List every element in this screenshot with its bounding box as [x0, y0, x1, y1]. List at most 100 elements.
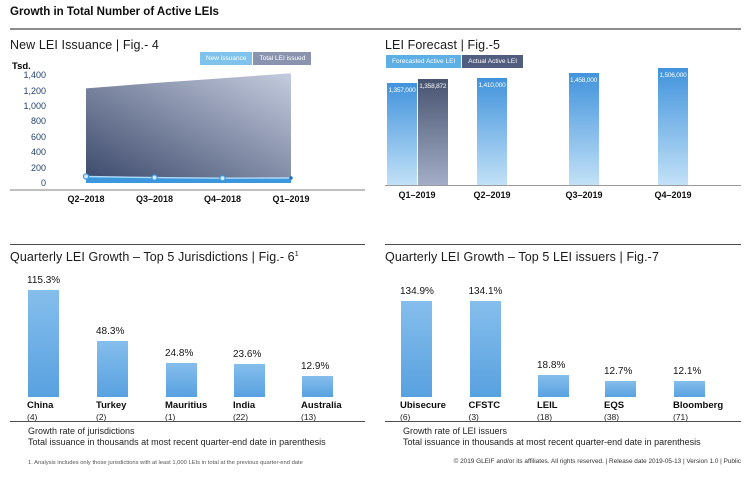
fig4-data-marker [219, 174, 226, 182]
fig4-y-tick: 400 [30, 147, 46, 158]
fig5-section: LEI Forecast | Fig.-5 Forecasted Active … [385, 36, 741, 242]
legend-key-actual-active-lei: Actual Active LEI [462, 55, 524, 68]
fig4-total-lei-issued-area [86, 73, 291, 183]
fig5-x-label: Q2–2019 [473, 190, 511, 200]
fig4-y-tick: 1,000 [23, 101, 46, 112]
divider [10, 244, 365, 245]
fig7-body: 134.9% Ubisecure (6) 134.1% CFSTC (3) 18.8% LEI… [385, 244, 741, 479]
fig6-category-label: Turkey [96, 400, 127, 411]
fig7-category-count: (71) [673, 412, 689, 422]
fig6-category-label: China [27, 400, 54, 411]
fig7-bar [469, 301, 501, 397]
fig4-x-label: Q4–2018 [203, 194, 242, 204]
fig5-actual-bar: 1,358,872 [417, 79, 448, 185]
fig6-category-label: Mauritius [165, 400, 208, 411]
fig5-x-label: Q3–2019 [565, 190, 603, 200]
fig5-bar-value: 1,357,000 [388, 87, 416, 95]
fig7-category-count: (38) [604, 412, 620, 422]
fig4-new-issuance-top-line [85, 175, 292, 179]
fig6-bar [97, 341, 128, 397]
fig6-category-count: (13) [301, 412, 317, 422]
fig5-bar-value: 1,358,872 [419, 83, 447, 91]
fig4-y-tick: 0 [40, 178, 46, 189]
fig6-value-label: 48.3% [96, 326, 125, 338]
fig4-x-axis: Q2–2018 Q3–2018 Q4–2018 Q1–2019 [10, 36, 365, 242]
fig4-y-tick: 1,200 [23, 85, 46, 96]
fig4-y-tick: 200 [30, 162, 46, 173]
fig4-y-axis: 1,400 1,200 1,000 800 600 400 200 0 [10, 36, 365, 242]
fig7-category-label: CFSTC [468, 400, 501, 411]
fig7-note-growth-rate: Growth rate of LEI issuers [403, 426, 508, 436]
legend-key-forecasted-active-lei: Forecasted Active LEI [386, 55, 462, 68]
fig4-title: New LEI Issuance | Fig.- 4 [10, 38, 159, 52]
fig4-section: New LEI Issuance | Fig.- 4 New issuance … [10, 36, 365, 242]
fig6-category-label: Australia [301, 400, 342, 411]
fig5-x-label: Q1–2019 [398, 190, 436, 200]
divider [385, 244, 741, 245]
legend-key-new-issuance: New issuance [200, 52, 253, 65]
fig7-title: Quarterly LEI Growth – Top 5 LEI issuers… [385, 250, 659, 264]
fig5-title: LEI Forecast | Fig.-5 [385, 38, 501, 52]
fig7-bar [538, 375, 569, 397]
fig7-value-label: 12.1% [673, 366, 702, 378]
fig4-x-label: Q1–2019 [272, 194, 310, 204]
fig7-category-count: (3) [468, 412, 479, 422]
fig6-category-count: (22) [233, 412, 249, 422]
fig4-area-chart [10, 73, 365, 191]
fig4-new-issuance-area [86, 176, 291, 183]
fig7-section: Quarterly LEI Growth – Top 5 LEI issuers… [385, 244, 741, 479]
fig6-category-label: India [233, 400, 256, 411]
fig6-value-label: 24.8% [165, 348, 194, 360]
fig7-bar [401, 300, 432, 397]
fig5-bar-value: 1,506,000 [659, 71, 687, 79]
fig7-value-label: 134.1% [468, 286, 503, 297]
fig5-forecast-bar: 1,410,000 [477, 77, 507, 185]
fig6-value-label: 115.3% [27, 274, 61, 286]
divider [10, 421, 365, 422]
fig7-bar [674, 381, 705, 397]
fig6-section: Quarterly LEI Growth – Top 5 Jurisdictio… [10, 244, 365, 479]
fig6-title: Quarterly LEI Growth – Top 5 Jurisdictio… [10, 250, 299, 264]
page-title: Growth in Total Number of Active LEIs [10, 6, 219, 18]
fig4-data-marker [151, 174, 158, 181]
fig6-title-text: Quarterly LEI Growth – Top 5 Jurisdictio… [10, 250, 295, 264]
fig7-note-issuance: Total issuance in thousands at most rece… [403, 437, 701, 447]
fig6-footnote: 1. Analysis includes only those jurisdic… [28, 460, 303, 466]
fig4-y-tick: 1,400 [23, 70, 46, 81]
fig4-x-label: Q3–2018 [135, 194, 174, 204]
fig7-category-label: Bloomberg [673, 400, 724, 411]
fig6-bar [166, 363, 197, 397]
legend-key-total-lei-issued: Total LEI issued [253, 52, 312, 65]
divider [385, 421, 741, 422]
divider [10, 28, 741, 30]
fig5-bar-value: 1,410,000 [478, 81, 506, 89]
fig5-forecast-bar: 1,506,000 [658, 67, 688, 185]
fig6-note-issuance: Total issuance in thousands at most rece… [28, 437, 326, 447]
fig6-note-growth-rate: Growth rate of jurisdictions [28, 426, 135, 436]
fig7-category-count: (6) [400, 412, 411, 422]
fig6-bar [234, 364, 265, 397]
fig4-data-marker [289, 176, 293, 180]
document-footer: © 2019 GLEIF and/or its affiliates. All … [453, 458, 741, 465]
fig7-category-label: Ubisecure [400, 400, 446, 411]
fig5-forecast-bar: 1,357,000 [387, 83, 417, 185]
fig6-category-count: (2) [96, 412, 107, 422]
fig6-body: 115.3% China (4) 48.3% Turkey (2) 24.8% Mauriti… [10, 244, 365, 479]
fig4-y-tick: 800 [30, 116, 46, 127]
fig7-bar [605, 380, 636, 397]
fig6-category-count: (1) [165, 412, 176, 422]
fig4-y-axis-unit: Tsd. [12, 61, 31, 72]
fig6-footnote-marker: 1 [294, 250, 299, 258]
fig4-y-tick: 600 [30, 131, 46, 142]
fig7-value-label: 18.8% [537, 360, 566, 371]
fig5-bar-value: 1,458,000 [569, 76, 598, 84]
fig6-value-label: 12.9% [301, 361, 330, 373]
fig6-bar [302, 376, 333, 397]
fig5-x-label: Q4–2019 [654, 190, 692, 200]
fig5-forecast-bar: 1,458,000 [568, 72, 599, 185]
fig6-value-label: 23.6% [233, 349, 262, 361]
fig4-x-label: Q2–2018 [67, 194, 105, 204]
fig7-category-label: EQS [604, 400, 625, 411]
fig7-category-count: (18) [537, 412, 553, 422]
fig7-category-label: LEIL [537, 400, 558, 411]
